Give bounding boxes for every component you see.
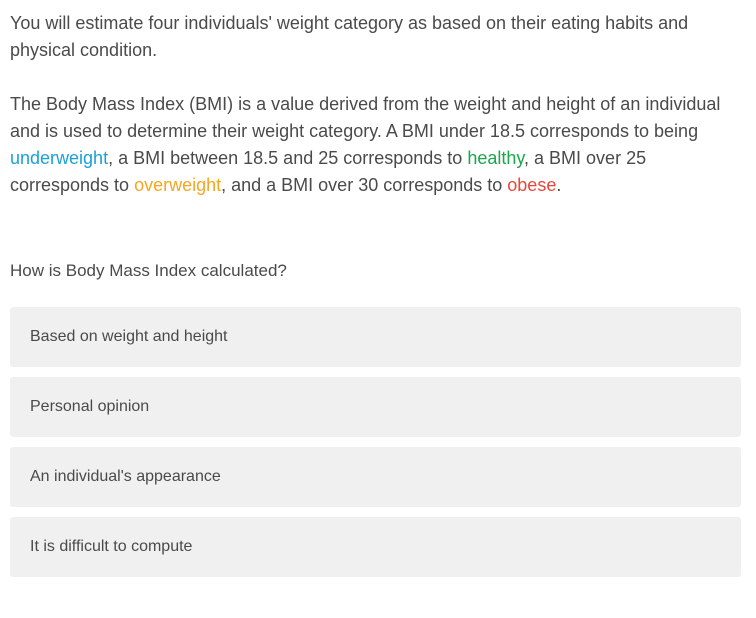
- answer-option-label: It is difficult to compute: [30, 538, 193, 555]
- bmi-text-part-1: The Body Mass Index (BMI) is a value der…: [10, 94, 721, 141]
- obese-term: obese: [507, 175, 557, 195]
- answer-options: Based on weight and height Personal opin…: [10, 307, 741, 577]
- intro-text: You will estimate four individuals' weig…: [10, 13, 689, 60]
- bmi-text-part-2: , a BMI between 18.5 and 25 corresponds …: [108, 148, 468, 168]
- answer-option-difficult[interactable]: It is difficult to compute: [10, 517, 741, 577]
- answer-option-appearance[interactable]: An individual's appearance: [10, 447, 741, 507]
- question-text: How is Body Mass Index calculated?: [10, 261, 287, 280]
- answer-option-label: Personal opinion: [30, 398, 150, 415]
- bmi-explanation: The Body Mass Index (BMI) is a value der…: [10, 91, 742, 199]
- answer-option-personal-opinion[interactable]: Personal opinion: [10, 377, 741, 437]
- answer-option-weight-height[interactable]: Based on weight and height: [10, 307, 741, 367]
- bmi-text-part-4: , and a BMI over 30 corresponds to: [221, 175, 508, 195]
- bmi-text-part-3: , a BMI over 25 corresponds to: [10, 148, 647, 195]
- healthy-term: healthy: [467, 148, 525, 168]
- answer-option-label: An individual's appearance: [30, 468, 221, 485]
- overweight-term: overweight: [134, 175, 222, 195]
- survey-page: You will estimate four individuals' weig…: [10, 13, 742, 577]
- bmi-text-part-5: .: [556, 175, 562, 195]
- answer-option-label: Based on weight and height: [30, 328, 228, 345]
- underweight-term: underweight: [10, 148, 109, 168]
